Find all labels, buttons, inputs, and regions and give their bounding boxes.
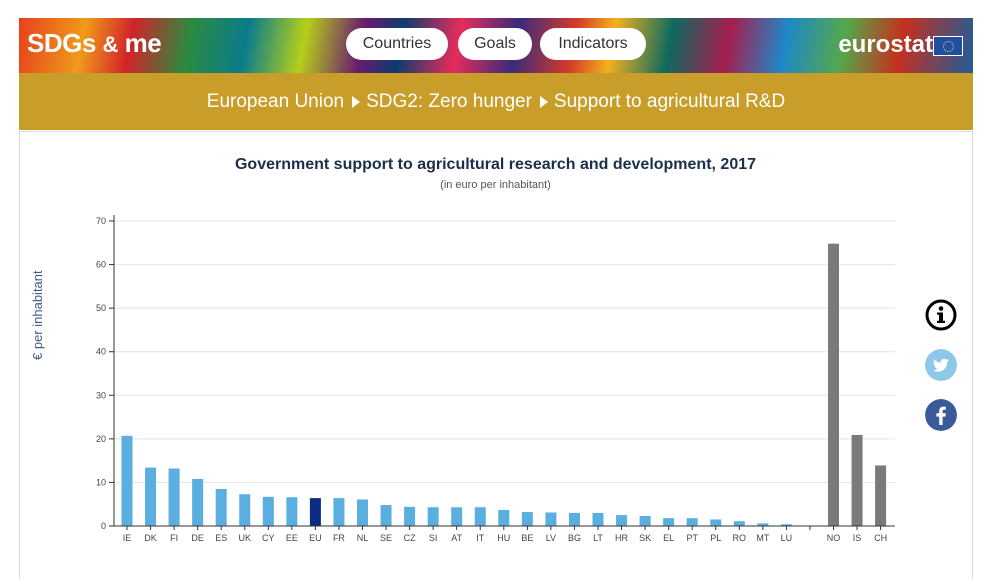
bar-ch[interactable] — [875, 465, 887, 526]
facebook-icon[interactable] — [925, 399, 957, 431]
nav-countries-button[interactable]: Countries — [346, 28, 448, 60]
caret-right-icon — [539, 95, 548, 108]
nav-indicators-button[interactable]: Indicators — [540, 28, 646, 60]
x-tick-label: IS — [853, 533, 862, 543]
bar-at[interactable] — [451, 507, 463, 526]
y-tick-label: 70 — [96, 216, 106, 226]
x-tick-label: EU — [309, 533, 322, 543]
x-tick-label: CH — [874, 533, 887, 543]
x-tick-label: CZ — [404, 533, 416, 543]
x-tick-label: HU — [497, 533, 510, 543]
bar-lt[interactable] — [592, 512, 604, 526]
bar-pt[interactable] — [686, 518, 698, 526]
bar-nl[interactable] — [357, 499, 368, 526]
x-tick-label: LT — [593, 533, 603, 543]
x-tick-label: DE — [191, 533, 204, 543]
breadcrumb-indicator[interactable]: Support to agricultural R&D — [553, 91, 786, 112]
bar-cy[interactable] — [262, 496, 274, 526]
y-tick-label: 40 — [96, 347, 106, 357]
bar-ie[interactable] — [121, 435, 133, 526]
x-tick-label: EE — [286, 533, 298, 543]
x-tick-label: AT — [451, 533, 462, 543]
x-tick-label: DK — [144, 533, 157, 543]
brand-me: me — [124, 28, 162, 58]
bar-uk[interactable] — [239, 494, 251, 526]
eu-flag-icon — [933, 36, 963, 56]
x-tick-label: IE — [123, 533, 132, 543]
x-tick-label: NL — [357, 533, 369, 543]
y-tick-label: 20 — [96, 434, 106, 444]
y-tick-label: 0 — [101, 521, 106, 531]
x-tick-label: CY — [262, 533, 275, 543]
sdgs-and-me-logo[interactable]: SDGs & me — [27, 28, 162, 59]
header-banner: SDGs & me Countries Goals Indicators eur… — [19, 18, 973, 73]
x-tick-label: ES — [215, 533, 227, 543]
bar-se[interactable] — [380, 505, 392, 526]
nav-goals-button[interactable]: Goals — [458, 28, 532, 60]
bar-lv[interactable] — [545, 512, 557, 526]
y-tick-label: 30 — [96, 390, 106, 400]
bar-el[interactable] — [663, 518, 675, 526]
x-tick-label: IT — [476, 533, 485, 543]
x-tick-label: NO — [827, 533, 841, 543]
x-tick-label: LV — [546, 533, 556, 543]
bar-eu[interactable] — [309, 498, 321, 526]
bar-bg[interactable] — [568, 512, 580, 526]
brand-sdgs: SDGs — [27, 28, 96, 58]
bar-is[interactable] — [851, 434, 863, 526]
chart-title: Government support to agricultural resea… — [234, 156, 757, 173]
x-tick-label: BG — [568, 533, 581, 543]
x-tick-label: SI — [429, 533, 438, 543]
twitter-icon[interactable] — [925, 349, 957, 381]
x-tick-label: FR — [333, 533, 345, 543]
x-tick-label: UK — [238, 533, 251, 543]
x-tick-label: LU — [781, 533, 793, 543]
x-tick-label: EL — [663, 533, 674, 543]
eurostat-logo[interactable]: eurostat — [838, 31, 933, 58]
bar-it[interactable] — [474, 507, 486, 526]
bar-be[interactable] — [521, 512, 533, 526]
info-icon[interactable] — [925, 299, 957, 331]
bar-ee[interactable] — [286, 497, 298, 526]
brand-amp: & — [102, 32, 119, 57]
x-tick-label: RO — [733, 533, 747, 543]
bar-hu[interactable] — [498, 509, 510, 526]
x-tick-label: HR — [615, 533, 628, 543]
breadcrumb: European Union SDG2: Zero hunger Support t… — [19, 73, 973, 130]
y-tick-label: 10 — [96, 477, 106, 487]
caret-right-icon — [352, 95, 361, 108]
bar-de[interactable] — [192, 478, 204, 526]
x-tick-label: MT — [756, 533, 769, 543]
bar-si[interactable] — [427, 507, 439, 526]
bar-lu[interactable] — [780, 524, 792, 526]
bar-no[interactable] — [828, 243, 839, 526]
bar-sk[interactable] — [639, 515, 651, 526]
x-tick-label: FI — [170, 533, 178, 543]
bar-fi[interactable] — [168, 468, 180, 526]
bar-dk[interactable] — [145, 467, 157, 526]
breadcrumb-country[interactable]: European Union — [206, 91, 345, 112]
bar-pl[interactable] — [710, 519, 722, 526]
bar-fr[interactable] — [333, 498, 345, 526]
bar-hr[interactable] — [616, 515, 628, 526]
bar-ro[interactable] — [733, 521, 745, 526]
x-tick-label: PL — [710, 533, 721, 543]
y-tick-label: 60 — [96, 260, 106, 270]
bar-mt[interactable] — [757, 523, 769, 526]
x-tick-label: SK — [639, 533, 651, 543]
bar-es[interactable] — [215, 488, 227, 526]
x-tick-label: SE — [380, 533, 392, 543]
x-tick-label: PT — [686, 533, 698, 543]
y-tick-label: 50 — [96, 303, 106, 313]
chart-subtitle: (in euro per inhabitant) — [440, 179, 551, 191]
breadcrumb-goal[interactable]: SDG2: Zero hunger — [366, 91, 532, 112]
x-tick-label: BE — [521, 533, 533, 543]
bar-cz[interactable] — [404, 506, 416, 526]
